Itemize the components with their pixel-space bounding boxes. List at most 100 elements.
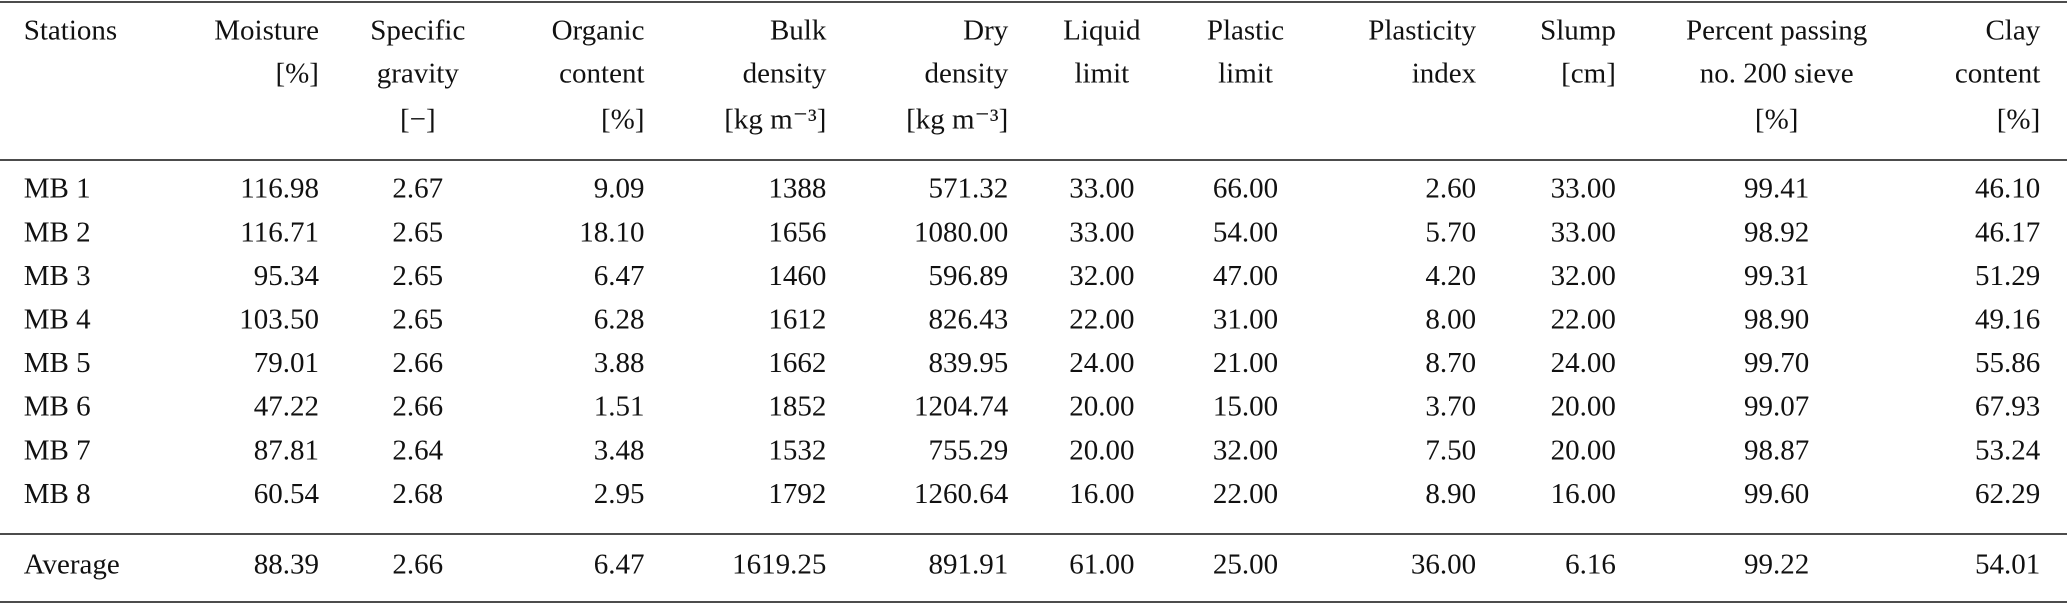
table-cell: MB 3: [24, 260, 91, 292]
table-cell: 55.86: [1975, 347, 2040, 379]
header-cell: [cm]: [1561, 58, 1616, 90]
table-cell: MB 5: [24, 347, 91, 379]
table-cell: 46.17: [1975, 216, 2040, 248]
table-cell: 8.90: [1425, 478, 1476, 510]
header-cell: content: [1955, 58, 2040, 90]
table-cell: 79.01: [254, 347, 319, 379]
footer-cell: 54.01: [1975, 549, 2040, 581]
table-cell: 22.00: [1213, 478, 1278, 510]
table-cell: 8.00: [1425, 303, 1476, 335]
table-cell: 1852: [768, 391, 826, 423]
table-cell: 3.70: [1425, 391, 1476, 423]
footer-cell: 1619.25: [732, 549, 826, 581]
table-cell: MB 1: [24, 173, 91, 205]
header-cell: density: [743, 58, 827, 90]
footer-cell: 6.16: [1565, 549, 1616, 581]
table-cell: 66.00: [1213, 173, 1278, 205]
header-cell: limit: [1218, 58, 1273, 90]
table-cell: 3.48: [594, 434, 645, 466]
header-cell: density: [924, 58, 1008, 90]
table-cell: 1.51: [594, 391, 645, 423]
table-cell: 571.32: [929, 173, 1009, 205]
table-cell: 2.66: [392, 391, 443, 423]
table-cell: 1260.64: [914, 478, 1009, 510]
footer-cell: 6.47: [594, 549, 645, 581]
table-cell: 32.00: [1213, 434, 1278, 466]
table-cell: 103.50: [239, 303, 319, 335]
table-cell: 15.00: [1213, 391, 1278, 423]
table-cell: 22.00: [1069, 303, 1134, 335]
table-cell: 1204.74: [914, 391, 1009, 423]
table-cell: 2.65: [392, 216, 443, 248]
table-cell: 98.90: [1744, 303, 1809, 335]
table-cell: 49.16: [1975, 303, 2040, 335]
table-cell: 33.00: [1069, 216, 1134, 248]
header-cell: [%]: [601, 104, 644, 136]
table-cell: 18.10: [579, 216, 644, 248]
table-cell: 99.41: [1744, 173, 1809, 205]
table-cell: 33.00: [1069, 173, 1134, 205]
header-cell: Stations: [24, 15, 117, 47]
table-cell: 33.00: [1551, 216, 1616, 248]
table-cell: 1792: [768, 478, 826, 510]
table-cell: MB 8: [24, 478, 91, 510]
table-cell: 60.54: [254, 478, 320, 510]
header-cell: content: [559, 58, 644, 90]
table-cell: 20.00: [1551, 391, 1616, 423]
table-cell: 20.00: [1069, 434, 1134, 466]
table-cell: 24.00: [1069, 347, 1134, 379]
table-cell: 20.00: [1069, 391, 1134, 423]
table-cell: 24.00: [1551, 347, 1616, 379]
header-cell: Moisture: [214, 15, 319, 47]
table-cell: 16.00: [1551, 478, 1616, 510]
header-cell: index: [1412, 58, 1477, 90]
table-cell: MB 4: [24, 303, 91, 335]
table-cell: 2.68: [392, 478, 443, 510]
table-cell: 755.29: [929, 434, 1009, 466]
table-cell: 33.00: [1551, 173, 1616, 205]
header-cell: [%]: [1755, 104, 1798, 136]
table-cell: MB 6: [24, 391, 91, 423]
header-cell: Bulk: [770, 15, 827, 47]
footer-cell: 61.00: [1069, 549, 1134, 581]
table-cell: 826.43: [929, 303, 1009, 335]
table-cell: 99.70: [1744, 347, 1809, 379]
table-cell: 46.10: [1975, 173, 2040, 205]
table-cell: 5.70: [1425, 216, 1476, 248]
footer-cell: Average: [24, 549, 120, 581]
header-cell: [%]: [275, 58, 318, 90]
table-cell: 98.92: [1744, 216, 1809, 248]
table-cell: 32.00: [1069, 260, 1134, 292]
table-cell: 9.09: [594, 173, 645, 205]
table-cell: 3.88: [594, 347, 645, 379]
table-cell: 87.81: [254, 434, 319, 466]
footer-cell: 36.00: [1411, 549, 1476, 581]
header-cell: limit: [1074, 58, 1129, 90]
header-cell: Plastic: [1207, 15, 1284, 47]
table-cell: 21.00: [1213, 347, 1278, 379]
table-cell: 32.00: [1551, 260, 1616, 292]
table-cell: 8.70: [1425, 347, 1476, 379]
header-cell: Specific: [370, 15, 465, 47]
table-cell: 2.67: [392, 173, 443, 205]
table-cell: 99.07: [1744, 391, 1809, 423]
table-cell: 2.64: [392, 434, 443, 466]
table-cell: 53.24: [1975, 434, 2041, 466]
footer-cell: 2.66: [392, 549, 443, 581]
header-cell: no. 200 sieve: [1700, 58, 1854, 90]
table-cell: 95.34: [254, 260, 320, 292]
table-cell: 54.00: [1213, 216, 1278, 248]
header-cell: Percent passing: [1686, 15, 1867, 47]
footer-cell: 99.22: [1744, 549, 1809, 581]
header-cell: [%]: [1997, 104, 2040, 136]
header-cell: Liquid: [1063, 15, 1141, 47]
table-cell: 47.00: [1213, 260, 1278, 292]
header-cell: [kg m⁻³]: [906, 104, 1008, 136]
table-cell: 1080.00: [914, 216, 1008, 248]
table-cell: 1388: [768, 173, 826, 205]
footer-cell: 25.00: [1213, 549, 1278, 581]
table-cell: 2.65: [392, 260, 443, 292]
table-cell: 2.95: [594, 478, 645, 510]
table-cell: 1612: [768, 303, 826, 335]
table-cell: 31.00: [1213, 303, 1278, 335]
